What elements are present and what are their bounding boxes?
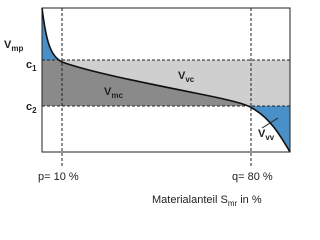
text-part: Materialanteil S bbox=[152, 194, 228, 206]
text-part: V bbox=[104, 86, 112, 98]
vvv-pointer bbox=[261, 117, 279, 129]
subscript: mc bbox=[111, 91, 123, 100]
label-p: p= 10 % bbox=[38, 171, 79, 183]
text-part: V bbox=[4, 39, 12, 51]
subscript: vv bbox=[265, 133, 274, 142]
text-part: c bbox=[26, 59, 32, 71]
abbott-curve bbox=[41, 7, 291, 153]
subscript: mr bbox=[228, 199, 238, 208]
label-c2: c2 bbox=[26, 101, 37, 115]
text-part: in % bbox=[237, 194, 262, 206]
subscript: mp bbox=[11, 44, 23, 53]
subscript: 2 bbox=[32, 106, 37, 115]
label-vmc: Vmc bbox=[104, 86, 123, 100]
label-vvc: Vvc bbox=[178, 70, 195, 84]
subscript: vc bbox=[185, 75, 194, 84]
label-c1: c1 bbox=[26, 59, 37, 73]
vvv-area bbox=[248, 106, 290, 152]
label-vmp: Vmp bbox=[4, 39, 23, 53]
text-part: V bbox=[178, 70, 186, 82]
diagram: Vmp c1 Vmc Vvc c2 Vvv p= 10 % q= 80 % Ma… bbox=[4, 7, 291, 208]
vmp-area bbox=[42, 8, 59, 60]
frame bbox=[41, 7, 291, 153]
label-q: q= 80 % bbox=[232, 171, 273, 183]
text-part: c bbox=[26, 101, 32, 113]
subscript: 1 bbox=[32, 64, 37, 73]
axis-title: Materialanteil Smr in % bbox=[152, 194, 262, 208]
label-vvv: Vvv bbox=[258, 128, 275, 142]
text-part: V bbox=[258, 128, 266, 140]
